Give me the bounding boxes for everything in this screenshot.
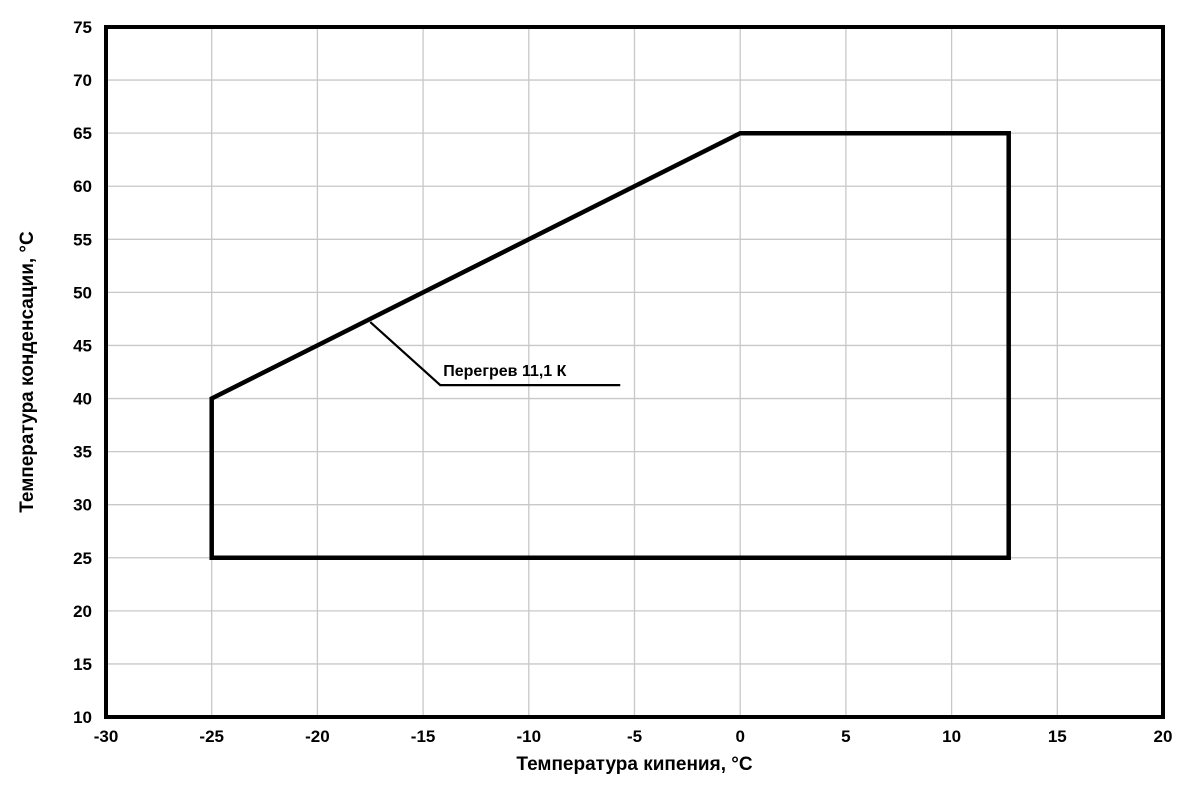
y-tick-label: 20 <box>73 602 92 621</box>
y-tick-label: 10 <box>73 708 92 727</box>
x-tick-label: 10 <box>942 727 961 746</box>
x-tick-label: -20 <box>305 727 330 746</box>
plot-frame <box>104 25 1165 719</box>
x-tick-label: -10 <box>517 727 542 746</box>
x-tick-label: -5 <box>627 727 642 746</box>
operating-envelope-line <box>209 130 1011 561</box>
y-tick-label: 65 <box>73 124 92 143</box>
x-tick-label: -25 <box>199 727 224 746</box>
y-tick-label: 45 <box>73 336 92 355</box>
x-tick-label: 15 <box>1048 727 1067 746</box>
y-tick-label: 60 <box>73 177 92 196</box>
x-tick-label: 5 <box>841 727 850 746</box>
annotation-leader-line <box>369 321 621 387</box>
y-tick-label: 50 <box>73 283 92 302</box>
x-tick-label: -30 <box>94 727 119 746</box>
annotation-label: Перегрев 11,1 К <box>443 363 566 380</box>
x-tick-label: -15 <box>411 727 436 746</box>
x-tick-label: 20 <box>1154 727 1173 746</box>
x-tick-label: 0 <box>735 727 744 746</box>
y-tick-label: 30 <box>73 496 92 515</box>
y-tick-label: 75 <box>73 18 92 37</box>
x-tick-labels: -30 -25 -20 -15 -10 -5 0 5 10 15 20 <box>94 727 1173 746</box>
x-axis-title: Температура кипения, °С <box>516 754 752 775</box>
y-tick-label: 25 <box>73 549 92 568</box>
annotation-layer: Перегрев 11,1 К <box>369 321 621 387</box>
y-tick-label: 35 <box>73 443 92 462</box>
y-axis-title: Температура конденсации, °С <box>17 231 38 513</box>
y-tick-label: 40 <box>73 390 92 409</box>
y-tick-label: 55 <box>73 230 92 249</box>
y-tick-labels: 10 15 20 25 30 35 40 45 50 55 60 65 70 75 <box>73 18 92 727</box>
y-tick-label: 70 <box>73 71 92 90</box>
series-layer <box>209 130 1011 561</box>
y-tick-label: 15 <box>73 655 92 674</box>
